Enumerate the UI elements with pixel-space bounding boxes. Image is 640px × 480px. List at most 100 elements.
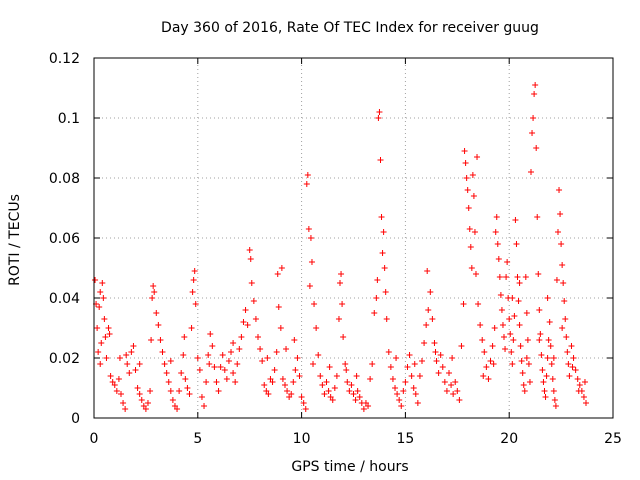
data-point xyxy=(182,376,189,382)
data-point xyxy=(132,367,139,373)
data-point xyxy=(509,295,516,301)
data-point xyxy=(536,337,543,343)
data-point xyxy=(570,355,577,361)
data-point xyxy=(275,304,282,310)
data-point xyxy=(574,376,581,382)
data-point xyxy=(97,361,104,367)
data-point xyxy=(230,370,237,376)
data-point xyxy=(221,367,228,373)
data-point xyxy=(518,358,525,364)
data-point xyxy=(283,346,290,352)
data-point xyxy=(466,226,473,232)
data-point xyxy=(470,193,477,199)
data-point xyxy=(163,370,170,376)
data-point xyxy=(404,364,411,370)
data-point xyxy=(462,160,469,166)
data-point xyxy=(450,391,457,397)
data-point xyxy=(512,217,519,223)
data-point xyxy=(396,397,403,403)
data-point xyxy=(192,301,199,307)
data-point xyxy=(485,376,492,382)
data-point xyxy=(278,265,285,271)
data-point xyxy=(290,379,297,385)
data-point xyxy=(92,277,99,283)
plot-frame xyxy=(93,57,614,419)
data-point xyxy=(242,307,249,313)
data-point xyxy=(544,355,551,361)
data-point xyxy=(489,343,496,349)
data-point xyxy=(565,361,572,367)
data-point xyxy=(483,364,490,370)
data-point xyxy=(535,271,542,277)
data-point xyxy=(211,364,218,370)
data-point xyxy=(252,316,259,322)
data-point xyxy=(562,316,569,322)
data-point xyxy=(169,397,176,403)
data-point xyxy=(463,175,470,181)
data-point xyxy=(558,241,565,247)
data-point xyxy=(353,373,360,379)
data-point xyxy=(495,256,502,262)
data-point xyxy=(95,349,102,355)
x-tick-label: 20 xyxy=(500,431,518,447)
data-point xyxy=(188,325,195,331)
data-point xyxy=(542,394,549,400)
data-point xyxy=(421,340,428,346)
data-point xyxy=(130,343,137,349)
data-point xyxy=(151,289,158,295)
data-point xyxy=(142,406,149,412)
data-point xyxy=(503,274,510,280)
data-point xyxy=(310,361,317,367)
data-point xyxy=(144,400,151,406)
data-point xyxy=(389,376,396,382)
data-point xyxy=(378,214,385,220)
data-point xyxy=(257,346,264,352)
data-point xyxy=(136,391,143,397)
data-point xyxy=(568,343,575,349)
data-point xyxy=(319,382,326,388)
data-point xyxy=(181,334,188,340)
data-point xyxy=(376,109,383,115)
data-point xyxy=(460,301,467,307)
data-point xyxy=(203,379,210,385)
data-point xyxy=(445,370,452,376)
data-point xyxy=(385,349,392,355)
data-point xyxy=(435,370,442,376)
data-point xyxy=(423,322,430,328)
data-point xyxy=(441,379,448,385)
data-point xyxy=(184,385,191,391)
data-point xyxy=(291,337,298,343)
data-point xyxy=(561,298,568,304)
data-point xyxy=(294,355,301,361)
data-point xyxy=(338,271,345,277)
data-point xyxy=(167,358,174,364)
y-tick-label: 0.04 xyxy=(49,291,80,307)
data-point xyxy=(281,382,288,388)
data-point xyxy=(120,400,127,406)
data-point xyxy=(493,214,500,220)
data-point xyxy=(269,379,276,385)
data-point xyxy=(429,316,436,322)
data-point xyxy=(439,364,446,370)
data-point xyxy=(296,373,303,379)
data-point xyxy=(340,334,347,340)
data-point xyxy=(549,376,556,382)
data-point xyxy=(580,394,587,400)
data-point xyxy=(346,388,353,394)
data-point xyxy=(539,367,546,373)
data-point xyxy=(343,367,350,373)
data-point xyxy=(480,373,487,379)
data-point xyxy=(271,367,278,373)
data-point xyxy=(538,352,545,358)
data-point xyxy=(467,244,474,250)
data-point xyxy=(382,289,389,295)
data-point xyxy=(240,319,247,325)
data-point xyxy=(411,361,418,367)
data-point xyxy=(292,367,299,373)
data-point xyxy=(213,379,220,385)
data-point xyxy=(97,289,104,295)
data-point xyxy=(465,205,472,211)
data-point xyxy=(511,313,518,319)
x-tick-label: 5 xyxy=(193,431,202,447)
x-tick-label: 10 xyxy=(293,431,311,447)
